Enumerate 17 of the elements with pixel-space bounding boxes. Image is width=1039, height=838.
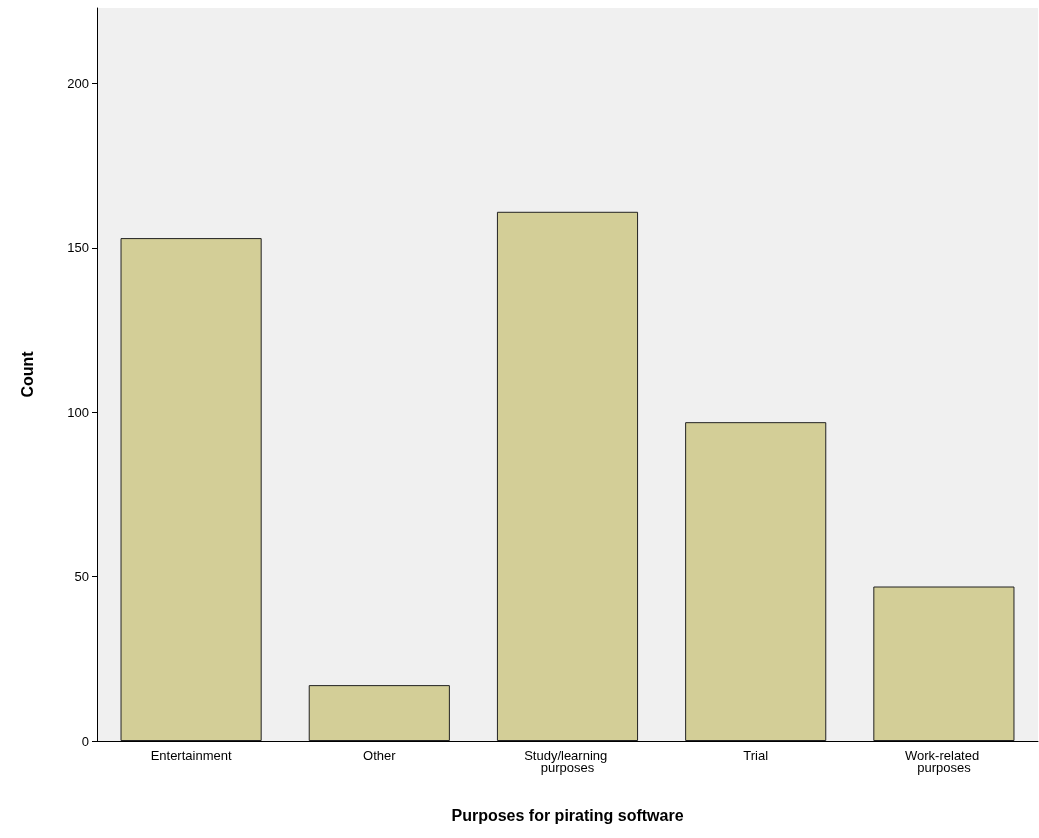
- x-tick-label: Study/learning purposes: [524, 747, 611, 775]
- y-tick-label: 200: [67, 76, 89, 92]
- y-tick-label: 100: [67, 404, 89, 420]
- x-tick-label: Work-related purposes: [905, 747, 983, 775]
- x-tick-label: Trial: [743, 747, 769, 763]
- bar: [308, 685, 450, 741]
- bar: [120, 238, 262, 741]
- bar: [496, 211, 639, 741]
- x-tick-label: Other: [363, 747, 397, 763]
- bar: [685, 422, 827, 741]
- bar: [873, 586, 1015, 741]
- y-tick-label: 0: [81, 733, 89, 749]
- y-tick-label: 50: [74, 569, 89, 585]
- y-tick-label: 150: [67, 240, 89, 256]
- y-axis-title: Count: [18, 350, 36, 398]
- x-tick-label: Entertainment: [150, 747, 232, 763]
- x-axis-title: Purposes for pirating software: [451, 806, 684, 824]
